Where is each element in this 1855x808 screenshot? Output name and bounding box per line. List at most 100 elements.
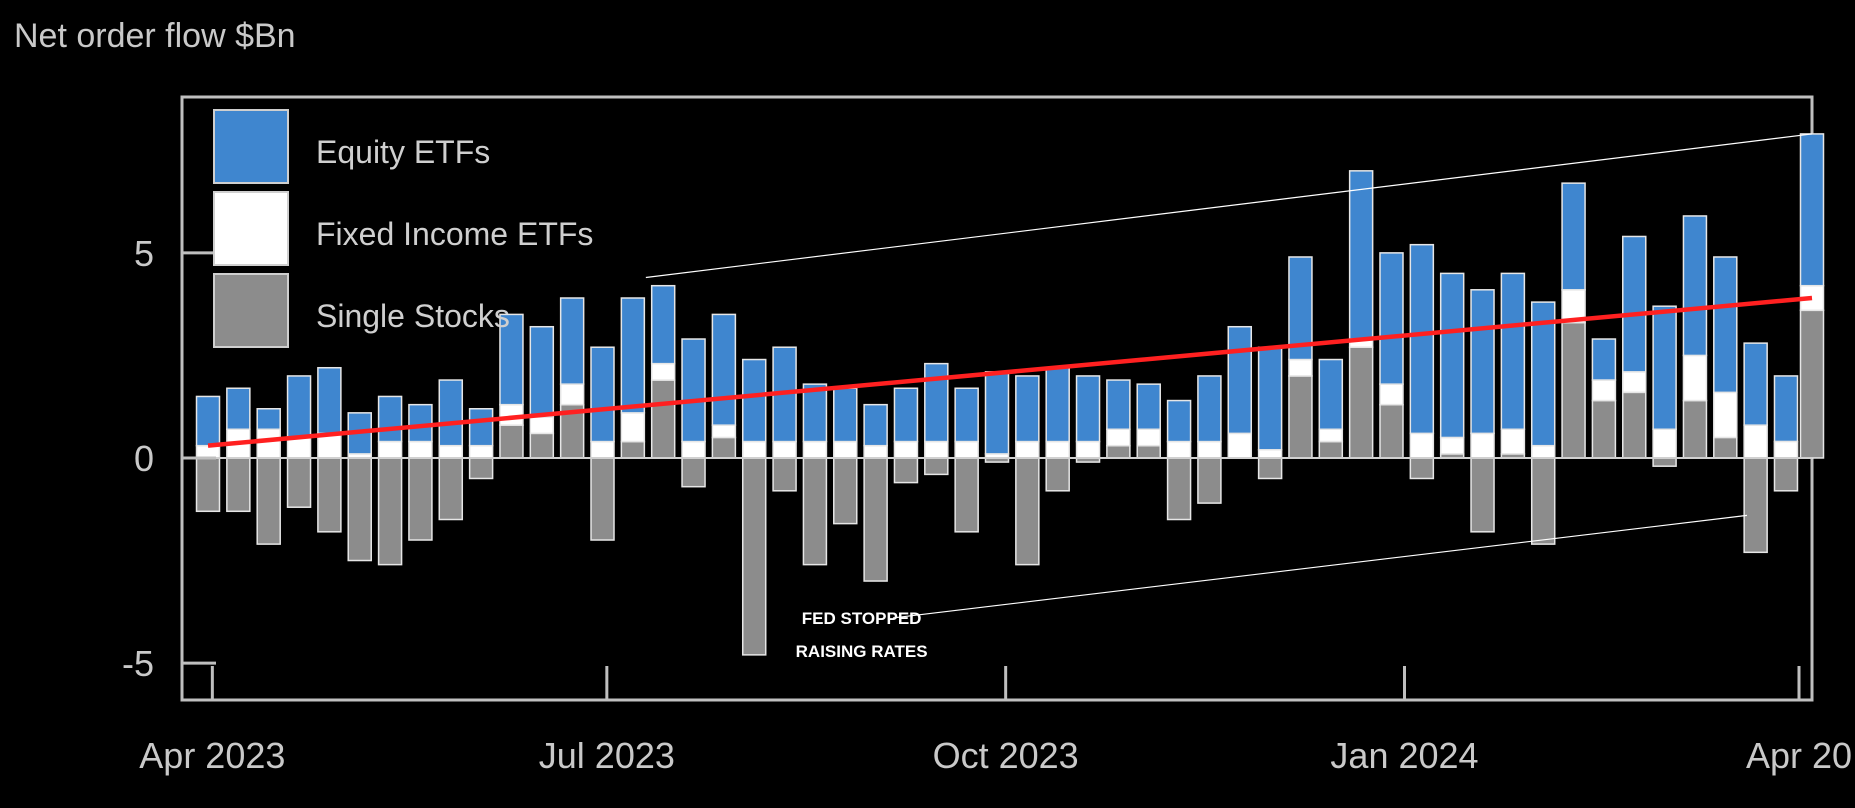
bar-equity-etfs — [468, 408, 494, 447]
legend-label-single-stocks: Single Stocks — [316, 298, 510, 334]
bar-single-stocks — [1015, 457, 1040, 566]
bar-single-stocks — [1799, 309, 1825, 459]
trend-line — [207, 295, 1813, 448]
bar-single-stocks — [1136, 444, 1161, 459]
y-tick-label: -5 — [122, 643, 154, 684]
bar-equity-etfs — [1530, 301, 1556, 447]
bar-equity-etfs — [1348, 170, 1374, 340]
bar-single-stocks — [438, 457, 464, 521]
y-tick-label: 0 — [134, 438, 154, 479]
bar-fixed-income-etfs — [1257, 449, 1283, 459]
bar-equity-etfs — [1166, 399, 1192, 443]
bar-single-stocks — [1288, 375, 1313, 459]
bar-equity-etfs — [1106, 379, 1131, 431]
bar-equity-etfs — [1439, 272, 1465, 439]
x-tick-label: Jan 2024 — [1330, 735, 1478, 776]
bar-equity-etfs — [1318, 358, 1344, 431]
bar-fixed-income-etfs — [650, 362, 676, 381]
bar-single-stocks — [1045, 457, 1070, 492]
bar-fixed-income-etfs — [1713, 391, 1738, 439]
bar-fixed-income-etfs — [802, 440, 828, 459]
bar-equity-etfs — [256, 408, 281, 431]
bar-single-stocks — [681, 457, 706, 488]
bar-single-stocks — [833, 457, 858, 525]
bar-fixed-income-etfs — [954, 440, 979, 459]
bar-single-stocks — [256, 457, 281, 545]
bar-fixed-income-etfs — [256, 428, 281, 459]
bar-equity-etfs — [1015, 375, 1040, 443]
bar-equity-etfs — [408, 403, 433, 443]
y-tick-label: 5 — [134, 233, 154, 274]
bar-single-stocks — [1257, 457, 1283, 480]
bar-fixed-income-etfs — [620, 412, 646, 443]
annotation-label: RAISING RATES — [796, 642, 928, 661]
x-tick-label: Jul 2023 — [539, 735, 675, 776]
bar-fixed-income-etfs — [1166, 440, 1192, 459]
bar-fixed-income-etfs — [1015, 440, 1040, 459]
bar-single-stocks — [772, 457, 797, 492]
bar-fixed-income-etfs — [863, 444, 888, 459]
bar-single-stocks — [954, 457, 979, 533]
bar-single-stocks — [1682, 399, 1708, 459]
bar-fixed-income-etfs — [1136, 428, 1161, 447]
bar-single-stocks — [802, 457, 828, 566]
bar-equity-etfs — [833, 387, 858, 443]
bar-single-stocks — [620, 440, 646, 459]
bar-fixed-income-etfs — [1439, 436, 1465, 455]
bar-equity-etfs — [1561, 182, 1586, 291]
bar-equity-etfs — [1799, 133, 1825, 287]
bar-fixed-income-etfs — [741, 440, 767, 459]
bar-equity-etfs — [711, 313, 737, 426]
trend-lines — [207, 133, 1813, 619]
bar-single-stocks — [1318, 440, 1344, 459]
bar-single-stocks — [1591, 399, 1617, 459]
bar-equity-etfs — [1652, 305, 1677, 431]
bar-fixed-income-etfs — [195, 444, 221, 459]
bar-equity-etfs — [924, 362, 949, 443]
annotations: FED STOPPED RAISING RATES — [796, 609, 928, 661]
bar-fixed-income-etfs — [924, 440, 949, 459]
bar-equity-etfs — [1500, 272, 1526, 431]
bar-equity-etfs — [1682, 215, 1708, 357]
bar-fixed-income-etfs — [1409, 432, 1435, 459]
bar-equity-etfs — [954, 387, 979, 443]
bar-fixed-income-etfs — [438, 444, 464, 459]
bar-single-stocks — [1348, 346, 1374, 459]
bar-equity-etfs — [802, 383, 828, 443]
bar-single-stocks — [1166, 457, 1192, 521]
bar-single-stocks — [499, 424, 524, 459]
bar-fixed-income-etfs — [590, 440, 615, 459]
bar-equity-etfs — [1591, 338, 1617, 381]
x-tick-label: Oct 2023 — [933, 735, 1079, 776]
legend-swatch-fixed-income-etfs — [213, 191, 289, 266]
bar-equity-etfs — [1288, 256, 1313, 361]
bar-fixed-income-etfs — [1379, 383, 1404, 406]
bar-single-stocks — [893, 457, 919, 484]
bar-single-stocks — [590, 457, 615, 541]
bar-equity-etfs — [620, 297, 646, 414]
bar-fixed-income-etfs — [286, 436, 312, 459]
bar-equity-etfs — [499, 313, 524, 406]
bar-single-stocks — [1106, 444, 1131, 459]
bar-equity-etfs — [863, 403, 888, 447]
bar-equity-etfs — [377, 395, 403, 443]
bar-equity-etfs — [1197, 375, 1222, 443]
bar-equity-etfs — [741, 358, 767, 443]
bar-single-stocks — [226, 457, 251, 513]
bar-single-stocks — [468, 457, 494, 480]
bar-fixed-income-etfs — [529, 416, 555, 435]
bar-equity-etfs — [1257, 346, 1283, 451]
bar-single-stocks — [1622, 391, 1647, 459]
bar-single-stocks — [1379, 403, 1404, 459]
bar-fixed-income-etfs — [408, 440, 433, 459]
y-axis: -5 0 5 — [122, 233, 216, 684]
bar-equity-etfs — [1227, 325, 1253, 435]
bar-single-stocks — [529, 432, 555, 459]
bar-fixed-income-etfs — [1743, 424, 1768, 459]
bar-equity-etfs — [438, 379, 464, 447]
bar-single-stocks — [286, 457, 312, 508]
bar-single-stocks — [1530, 457, 1556, 545]
bar-equity-etfs — [226, 387, 251, 431]
bar-single-stocks — [1197, 457, 1222, 504]
chart-title: Net order flow $Bn — [14, 17, 296, 55]
